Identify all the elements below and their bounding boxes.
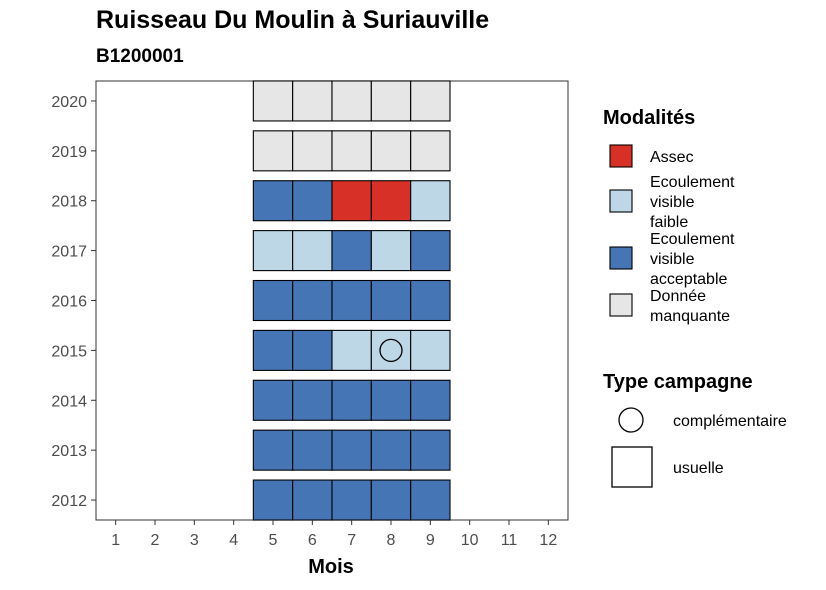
legend-label-assec: Assec bbox=[650, 149, 694, 166]
legend-label-complementaire: complémentaire bbox=[673, 413, 787, 430]
heatmap-cell bbox=[292, 429, 333, 471]
legend-key-usuelle bbox=[611, 446, 653, 488]
chart-subtitle: B1200001 bbox=[96, 46, 184, 67]
legend-key-manquante bbox=[609, 293, 633, 317]
legend-key-faible bbox=[609, 189, 633, 213]
heatmap-cell bbox=[331, 479, 372, 521]
heatmap-cell bbox=[252, 429, 294, 471]
heatmap-cell bbox=[370, 429, 412, 471]
y-tick-label: 2018 bbox=[51, 194, 87, 211]
x-tick-label: 7 bbox=[347, 532, 356, 549]
heatmap-cell bbox=[370, 80, 412, 122]
heatmap-cell bbox=[370, 379, 412, 421]
heatmap-cell bbox=[252, 80, 294, 122]
x-tick-label: 9 bbox=[426, 532, 435, 549]
x-tick-label: 6 bbox=[308, 532, 317, 549]
y-tick-label: 2020 bbox=[51, 94, 87, 111]
heatmap-cell bbox=[410, 479, 451, 521]
heatmap-cell bbox=[370, 130, 412, 172]
x-tick-label: 5 bbox=[269, 532, 278, 549]
x-tick-label: 4 bbox=[229, 532, 238, 549]
heatmap-cell bbox=[370, 230, 412, 272]
heatmap-cell bbox=[410, 329, 451, 371]
x-tick-label: 1 bbox=[111, 532, 120, 549]
y-tick-label: 2015 bbox=[51, 343, 87, 360]
x-tick-label: 10 bbox=[461, 532, 479, 549]
heatmap-cell bbox=[292, 80, 333, 122]
heatmap-cell bbox=[252, 230, 294, 272]
heatmap-cells bbox=[252, 80, 451, 521]
legend-label-usuelle: usuelle bbox=[673, 460, 724, 477]
y-tick-label: 2013 bbox=[51, 443, 87, 460]
heatmap-cell bbox=[410, 130, 451, 172]
heatmap-cell bbox=[292, 230, 333, 272]
heatmap-cell bbox=[331, 230, 372, 272]
legend-key-complementaire bbox=[618, 407, 644, 433]
x-tick-label: 8 bbox=[387, 532, 396, 549]
heatmap-cell bbox=[410, 80, 451, 122]
x-tick-label: 2 bbox=[151, 532, 160, 549]
chart-title: Ruisseau Du Moulin à Suriauville bbox=[96, 6, 490, 34]
legend-key-acceptable bbox=[609, 246, 633, 270]
heatmap-cell bbox=[331, 329, 372, 371]
heatmap-cell bbox=[410, 429, 451, 471]
heatmap-cell bbox=[331, 379, 372, 421]
heatmap-cell bbox=[292, 379, 333, 421]
y-tick-label: 2014 bbox=[51, 393, 87, 410]
heatmap-cell bbox=[370, 180, 412, 222]
campaign-marker-circle bbox=[379, 338, 403, 363]
heatmap-cell bbox=[252, 379, 294, 421]
y-tick-label: 2019 bbox=[51, 144, 87, 161]
heatmap-cell bbox=[252, 479, 294, 521]
x-tick-label: 11 bbox=[501, 532, 518, 549]
x-tick-label: 3 bbox=[190, 532, 199, 549]
heatmap-cell bbox=[410, 279, 451, 322]
heatmap-cell bbox=[292, 329, 333, 371]
campaign-markers bbox=[379, 338, 403, 363]
heatmap-cell bbox=[331, 279, 372, 322]
heatmap-cell bbox=[331, 130, 372, 172]
legend-label-manquante: Donnée manquante bbox=[650, 288, 730, 325]
heatmap-cell bbox=[292, 130, 333, 172]
y-tick-label: 2016 bbox=[51, 294, 87, 311]
heatmap-cell bbox=[410, 230, 451, 272]
legend-label-acceptable: Ecoulement visible acceptable bbox=[650, 231, 735, 288]
heatmap-cell bbox=[252, 329, 294, 371]
heatmap-cell bbox=[370, 479, 412, 521]
legend-title-campagne: Type campagne bbox=[603, 371, 753, 393]
heatmap-cell bbox=[331, 429, 372, 471]
heatmap-cell bbox=[252, 130, 294, 172]
y-tick-label: 2012 bbox=[51, 493, 87, 510]
legend-key-assec bbox=[609, 144, 633, 168]
y-axis: 2012 2013 2014 2015 2016 2017 2018 2019 2020 bbox=[51, 94, 96, 510]
x-axis: 1 2 3 4 5 6 7 8 9 10 11 12 bbox=[111, 520, 557, 549]
heatmap-cell bbox=[252, 180, 294, 222]
heatmap-cell bbox=[410, 379, 451, 421]
heatmap-cell bbox=[292, 180, 333, 222]
heatmap-cell bbox=[331, 80, 372, 122]
legend-title-modalites: Modalités bbox=[603, 107, 695, 129]
heatmap-cell bbox=[331, 180, 372, 222]
y-tick-label: 2017 bbox=[51, 244, 87, 261]
heatmap-cell bbox=[370, 329, 412, 371]
heatmap-cell bbox=[292, 479, 333, 521]
x-tick-label: 12 bbox=[539, 532, 557, 549]
legend-label-faible: Ecoulement visible faible bbox=[650, 174, 735, 231]
heatmap-cell bbox=[252, 279, 294, 322]
x-axis-title: Mois bbox=[308, 556, 354, 578]
heatmap-cell bbox=[292, 279, 333, 322]
heatmap-cell bbox=[410, 180, 451, 222]
legend: Modalités Assec Ecoulement visible faibleEco… bbox=[603, 107, 787, 488]
heatmap-cell bbox=[370, 279, 412, 322]
